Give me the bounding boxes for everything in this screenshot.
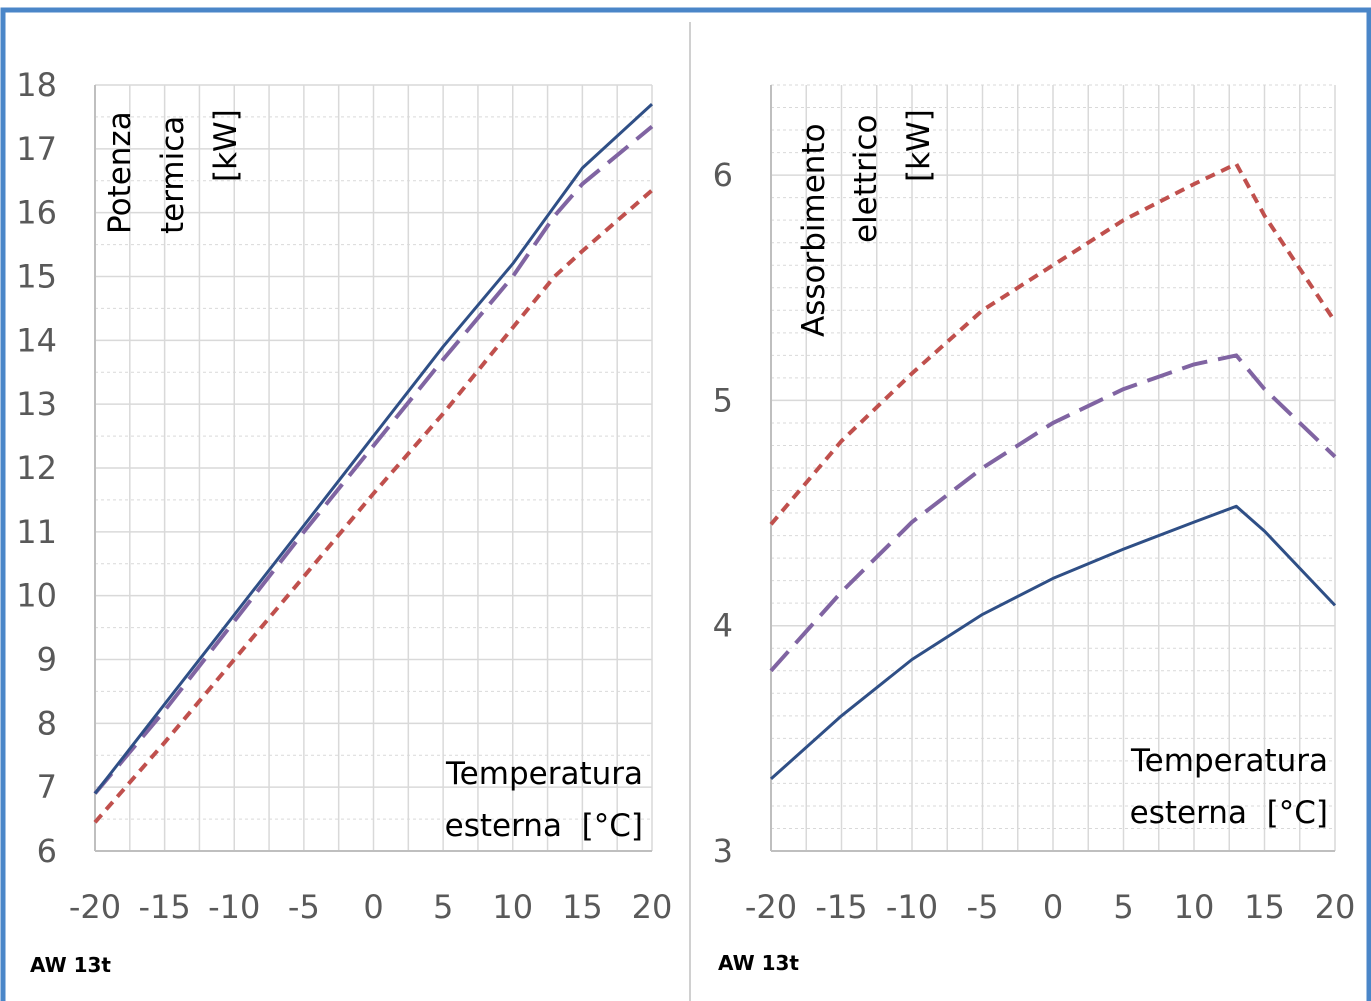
series-line-short-dash (769, 161, 1337, 526)
grid-lines (770, 84, 1336, 852)
x-tick-labels: -20 -15 -10 -5 0 5 10 15 20 (69, 888, 672, 926)
y-tick-label: 11 (16, 513, 57, 551)
x-tick-label: 15 (1244, 888, 1285, 926)
model-label: AW 13t (30, 953, 111, 977)
chart-electric-absorption: 3 4 5 6 -20 -15 -10 -5 0 5 10 15 20 Assorbimento el… (713, 84, 1355, 975)
x-axis-label-line-1: Temperatura (445, 756, 643, 792)
x-tick-label: 0 (1043, 888, 1063, 926)
y-tick-labels: 3 4 5 6 (713, 156, 733, 870)
x-tick-label: -10 (886, 888, 938, 926)
y-tick-label: 17 (16, 130, 57, 168)
x-axis-label-line-1: Temperatura (1130, 743, 1328, 779)
y-tick-label: 7 (37, 768, 57, 806)
x-axis-label-line-2: esterna [°C] (445, 808, 643, 844)
x-tick-label: -20 (745, 888, 797, 926)
x-tick-label: -10 (208, 888, 260, 926)
y-axis-label-line-1: Potenza (102, 111, 138, 234)
frame-border (0, 7, 1371, 1001)
x-tick-label: 15 (562, 888, 603, 926)
y-axis-label-line-2: termica (155, 116, 191, 234)
series-lines (769, 161, 1337, 781)
y-tick-label: 14 (16, 321, 57, 359)
y-axis-label-line-1: Assorbimento (796, 123, 832, 337)
y-tick-label: 5 (713, 381, 733, 419)
chart-thermal-power: 6 7 8 9 10 11 12 13 14 15 16 17 18 -20 -15 -10 -5 0 5 10 15… (16, 66, 672, 977)
y-tick-label: 4 (713, 607, 733, 645)
x-tick-label: 10 (1174, 888, 1215, 926)
y-tick-label: 16 (16, 194, 57, 232)
series-lines (93, 102, 654, 824)
y-tick-label: 8 (37, 704, 57, 742)
x-tick-label: 20 (1315, 888, 1356, 926)
x-tick-label: -15 (138, 888, 190, 926)
x-tick-label: 20 (632, 888, 673, 926)
x-tick-labels: -20 -15 -10 -5 0 5 10 15 20 (745, 888, 1355, 926)
series-line-solid (93, 102, 654, 795)
x-tick-label: 5 (433, 888, 453, 926)
y-tick-label: 9 (37, 641, 57, 679)
y-tick-label: 6 (713, 156, 733, 194)
y-tick-label: 3 (713, 832, 733, 870)
x-tick-label: 10 (492, 888, 533, 926)
y-tick-label: 12 (16, 449, 57, 487)
series-line-solid (769, 504, 1337, 781)
model-label: AW 13t (718, 951, 799, 975)
y-tick-labels: 6 7 8 9 10 11 12 13 14 15 16 17 18 (16, 66, 57, 870)
y-tick-label: 10 (16, 577, 57, 615)
y-axis-label-line-3: [kW] (901, 109, 937, 182)
x-tick-label: 5 (1113, 888, 1133, 926)
x-tick-label: -20 (69, 888, 121, 926)
y-tick-label: 13 (16, 385, 57, 423)
y-tick-label: 15 (16, 258, 57, 296)
y-axis-label-line-3: [kW] (208, 109, 244, 182)
x-tick-label: -5 (967, 888, 999, 926)
grid-lines (94, 84, 653, 852)
x-tick-label: -5 (288, 888, 320, 926)
series-line-long-dash (769, 353, 1337, 673)
x-tick-label: 0 (363, 888, 383, 926)
y-axis-label-line-2: elettrico (848, 115, 884, 243)
y-tick-label: 18 (16, 66, 57, 104)
x-axis-label-line-2: esterna [°C] (1130, 795, 1328, 831)
series-line-short-dash (93, 188, 654, 824)
series-line-long-dash (93, 124, 654, 795)
x-tick-label: -15 (815, 888, 867, 926)
y-tick-label: 6 (37, 832, 57, 870)
